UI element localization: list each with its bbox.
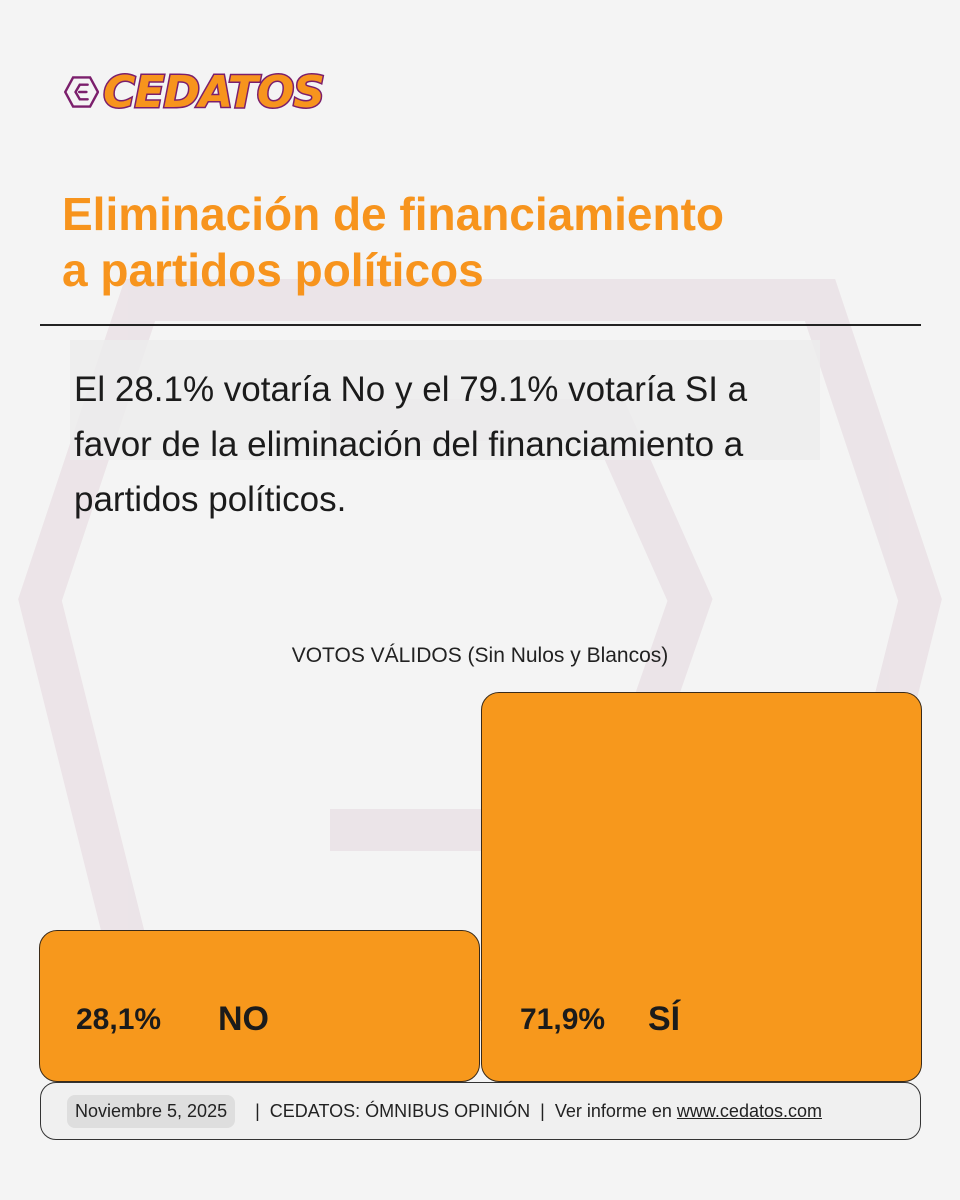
footer-separator: | [255, 1100, 260, 1121]
bar-value-label-si: 71,9% [520, 1003, 606, 1036]
bar-no: 28,1% NO [39, 930, 480, 1082]
title-line: Eliminación de financiamiento [62, 188, 725, 240]
cedatos-hexagon-icon [64, 76, 100, 108]
footer-report-prefix: Ver informe en [554, 1100, 672, 1121]
bar-category-label-no: NO [218, 1000, 269, 1038]
summary-line: partidos políticos. [74, 480, 347, 519]
cedatos-logo: CEDATOS [64, 62, 327, 122]
page-title: Eliminación de financiamiento a partidos… [62, 186, 902, 298]
logo-text: CEDATOS [102, 65, 327, 119]
summary-line: El 28.1% votaría No y el 79.1% votaría S… [74, 370, 748, 409]
summary-background [70, 340, 820, 460]
summary-text: El 28.1% votaría No y el 79.1% votaría S… [74, 362, 894, 527]
chart-title: VOTOS VÁLIDOS (Sin Nulos y Blancos) [291, 644, 669, 667]
footer-date: Noviembre 5, 2025 [67, 1094, 236, 1128]
bar-value-label-no: 28,1% [76, 1003, 162, 1036]
title-divider [40, 324, 921, 326]
footer-separator: | [540, 1100, 545, 1121]
footer-bar: Noviembre 5, 2025 | CEDATOS: ÓMNIBUS OPI… [40, 1082, 921, 1140]
bar-category-label-si: SÍ [648, 1000, 681, 1038]
title-line: a partidos políticos [62, 244, 484, 296]
summary-line: favor de la eliminación del financiamien… [74, 425, 744, 464]
footer-website-link[interactable]: www.cedatos.com [676, 1100, 822, 1121]
bar-si: 71,9% SÍ [481, 692, 922, 1082]
footer-source: CEDATOS: ÓMNIBUS OPINIÓN [269, 1100, 531, 1121]
